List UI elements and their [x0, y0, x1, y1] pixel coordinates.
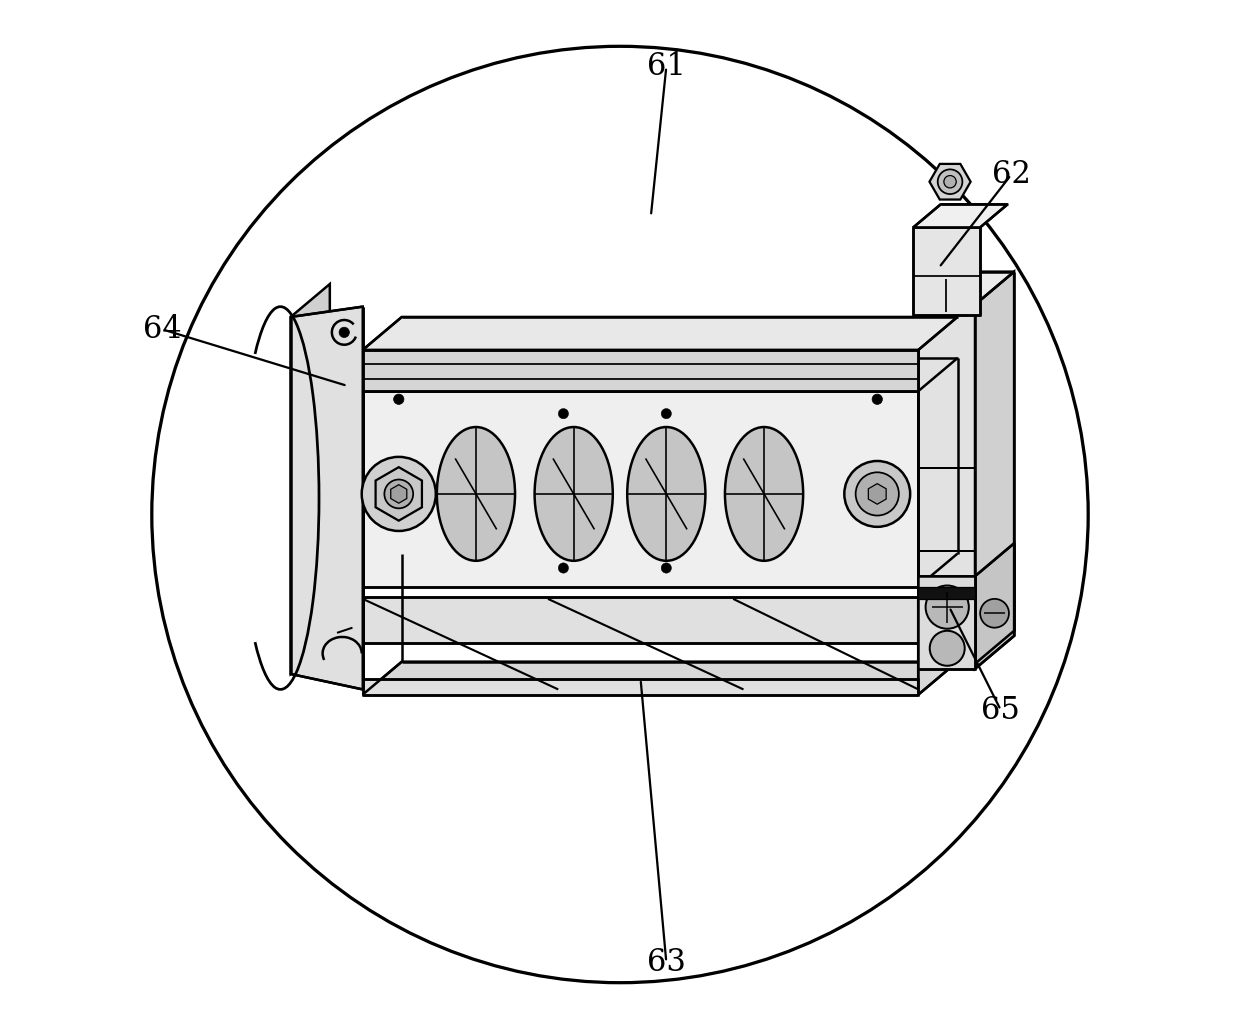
Ellipse shape — [725, 427, 804, 561]
Polygon shape — [975, 272, 1014, 664]
Circle shape — [661, 563, 671, 573]
Circle shape — [558, 409, 569, 419]
Text: 65: 65 — [981, 695, 1021, 725]
Polygon shape — [376, 467, 422, 521]
Circle shape — [872, 394, 883, 404]
Circle shape — [930, 631, 965, 666]
Polygon shape — [363, 679, 919, 695]
Ellipse shape — [534, 427, 613, 561]
Polygon shape — [363, 597, 919, 643]
Polygon shape — [975, 543, 1014, 669]
Polygon shape — [363, 350, 919, 391]
Polygon shape — [363, 358, 957, 391]
Polygon shape — [914, 227, 980, 315]
Circle shape — [856, 472, 899, 516]
Polygon shape — [363, 317, 957, 350]
Polygon shape — [391, 485, 407, 503]
Ellipse shape — [627, 427, 706, 561]
Circle shape — [339, 327, 350, 338]
Polygon shape — [363, 391, 919, 587]
Polygon shape — [363, 662, 957, 695]
Polygon shape — [919, 576, 975, 669]
Text: 62: 62 — [992, 159, 1030, 190]
Polygon shape — [290, 284, 330, 674]
Circle shape — [937, 170, 962, 194]
Circle shape — [362, 457, 435, 531]
Polygon shape — [914, 205, 1008, 227]
Polygon shape — [290, 307, 363, 689]
Circle shape — [384, 480, 413, 508]
Text: 63: 63 — [647, 947, 686, 978]
Circle shape — [393, 394, 404, 404]
Ellipse shape — [436, 427, 515, 561]
Polygon shape — [919, 358, 957, 587]
Polygon shape — [930, 164, 971, 200]
Circle shape — [558, 563, 569, 573]
Circle shape — [944, 176, 956, 188]
Text: 64: 64 — [143, 314, 181, 345]
Polygon shape — [919, 272, 1014, 305]
Polygon shape — [919, 305, 975, 664]
Circle shape — [844, 461, 910, 527]
Circle shape — [661, 409, 671, 419]
Circle shape — [925, 586, 968, 629]
Text: 61: 61 — [647, 51, 686, 82]
Polygon shape — [868, 484, 887, 504]
Circle shape — [980, 599, 1009, 628]
Polygon shape — [919, 587, 975, 599]
